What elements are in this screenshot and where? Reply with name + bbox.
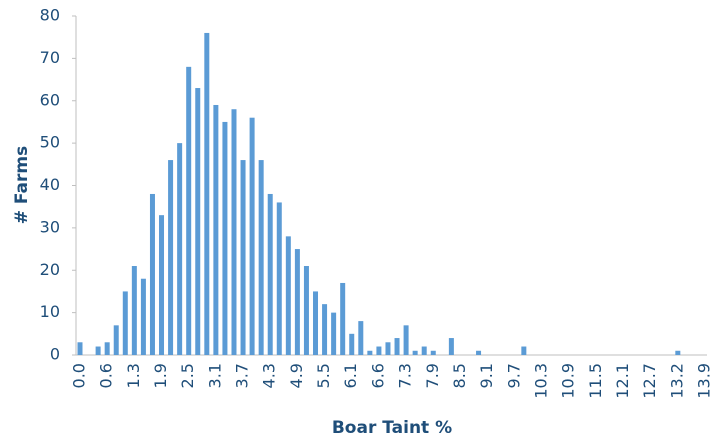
bar	[294, 249, 300, 355]
x-tick-label: 5.5	[314, 363, 333, 388]
bar	[358, 321, 364, 355]
bar	[131, 266, 137, 355]
y-tick-label: 30	[40, 217, 60, 236]
bar	[340, 282, 346, 355]
bar	[159, 215, 165, 355]
bar	[403, 325, 409, 355]
x-tick-label: 7.9	[423, 363, 442, 388]
x-tick-label: 1.3	[124, 363, 143, 388]
x-tick-label: 3.7	[233, 363, 252, 388]
bar	[385, 342, 391, 355]
bar	[195, 88, 201, 355]
bar	[213, 104, 219, 355]
bar	[376, 346, 382, 355]
bar	[177, 143, 183, 355]
x-tick-label: 4.3	[260, 363, 279, 388]
bar	[258, 160, 264, 355]
x-tick-label: 9.1	[477, 363, 496, 388]
x-tick-label: 2.5	[178, 363, 197, 388]
bar	[95, 346, 101, 355]
bar	[186, 66, 192, 355]
x-tick-label: 12.1	[613, 363, 632, 399]
x-tick-label: 1.9	[151, 363, 170, 388]
x-tick-label: 8.5	[450, 363, 469, 388]
y-tick-label: 80	[40, 6, 60, 25]
y-tick-label: 60	[40, 90, 60, 109]
bar	[240, 160, 246, 355]
x-tick-label: 6.6	[368, 363, 387, 388]
bar	[77, 342, 83, 355]
bar	[204, 32, 210, 355]
bar	[168, 160, 174, 355]
bar	[521, 346, 527, 355]
bar	[149, 193, 155, 355]
bar	[249, 117, 255, 355]
x-tick-label: 10.3	[531, 363, 550, 399]
bar	[285, 236, 291, 355]
bar	[476, 350, 482, 355]
x-tick-label: 12.7	[640, 363, 659, 399]
bar	[675, 350, 681, 355]
bar	[367, 350, 373, 355]
bar	[122, 291, 128, 355]
x-tick-label: 10.9	[559, 363, 578, 399]
bar	[140, 278, 146, 355]
bar	[276, 202, 282, 355]
bar	[421, 346, 427, 355]
bar	[349, 333, 355, 355]
bar	[448, 338, 454, 355]
y-tick-label: 10	[40, 302, 60, 321]
y-tick-label: 40	[40, 175, 60, 194]
bar	[231, 109, 237, 355]
y-tick-label: 0	[50, 345, 60, 364]
x-tick-label: 0.6	[97, 363, 116, 388]
y-tick-label: 50	[40, 133, 60, 152]
bar	[313, 291, 319, 355]
x-axis-title: Boar Taint %	[332, 418, 452, 438]
y-tick-label: 70	[40, 48, 60, 67]
x-tick-label: 4.9	[287, 363, 306, 388]
x-tick-label: 6.1	[341, 363, 360, 388]
x-tick-label: 7.3	[396, 363, 415, 388]
bar	[331, 312, 337, 355]
y-tick-label: 20	[40, 260, 60, 279]
x-tick-label: 3.1	[205, 363, 224, 388]
bar	[394, 338, 400, 355]
x-tick-label: 9.7	[504, 363, 523, 388]
bar	[430, 350, 436, 355]
bar	[412, 350, 418, 355]
bar	[267, 193, 273, 355]
bar	[322, 304, 328, 355]
y-axis-title: # Farms	[12, 146, 32, 224]
bar	[104, 342, 110, 355]
x-tick-label: 13.2	[667, 363, 686, 399]
bar	[113, 325, 119, 355]
bar	[222, 121, 228, 355]
bar	[303, 266, 309, 355]
x-tick-label: 13.9	[695, 363, 714, 399]
x-tick-label: 11.5	[586, 363, 605, 399]
x-tick-label: 0.0	[70, 363, 89, 388]
